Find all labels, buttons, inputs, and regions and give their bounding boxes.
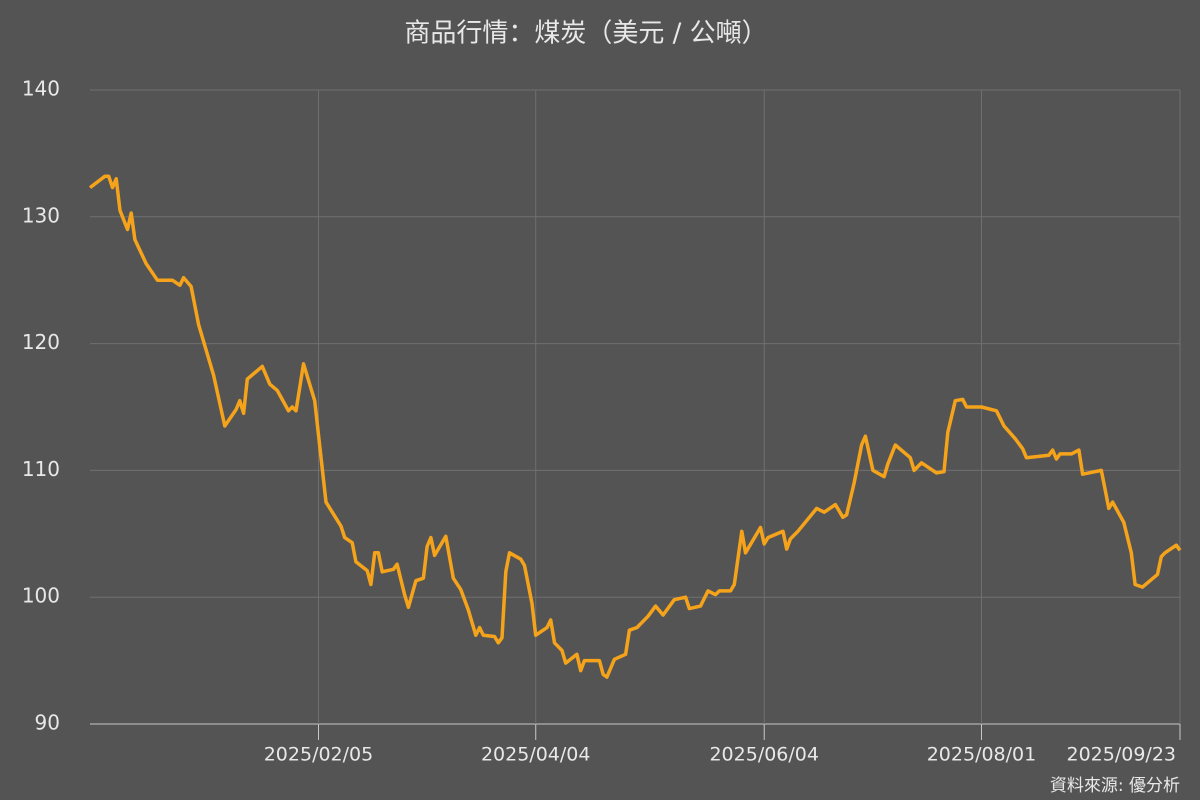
y-tick-label: 140 xyxy=(22,77,60,101)
data-line xyxy=(88,174,1182,679)
y-tick-label: 120 xyxy=(22,330,60,354)
y-tick-label: 90 xyxy=(35,711,60,735)
x-tick-label: 2025/09/23 xyxy=(1066,744,1176,766)
y-tick-label: 130 xyxy=(22,203,60,227)
x-tick-label: 2025/04/04 xyxy=(481,744,591,766)
chart-title: 商品行情：煤炭（美元 / 公噸） xyxy=(404,19,767,49)
source-note: 資料來源: 優分析 xyxy=(1050,776,1180,796)
y-tick-label: 100 xyxy=(22,584,60,608)
y-tick-label: 110 xyxy=(22,457,60,481)
x-tick-label: 2025/06/04 xyxy=(709,744,819,766)
x-tick-label: 2025/08/01 xyxy=(927,744,1037,766)
x-tick-label: 2025/02/05 xyxy=(264,744,374,766)
